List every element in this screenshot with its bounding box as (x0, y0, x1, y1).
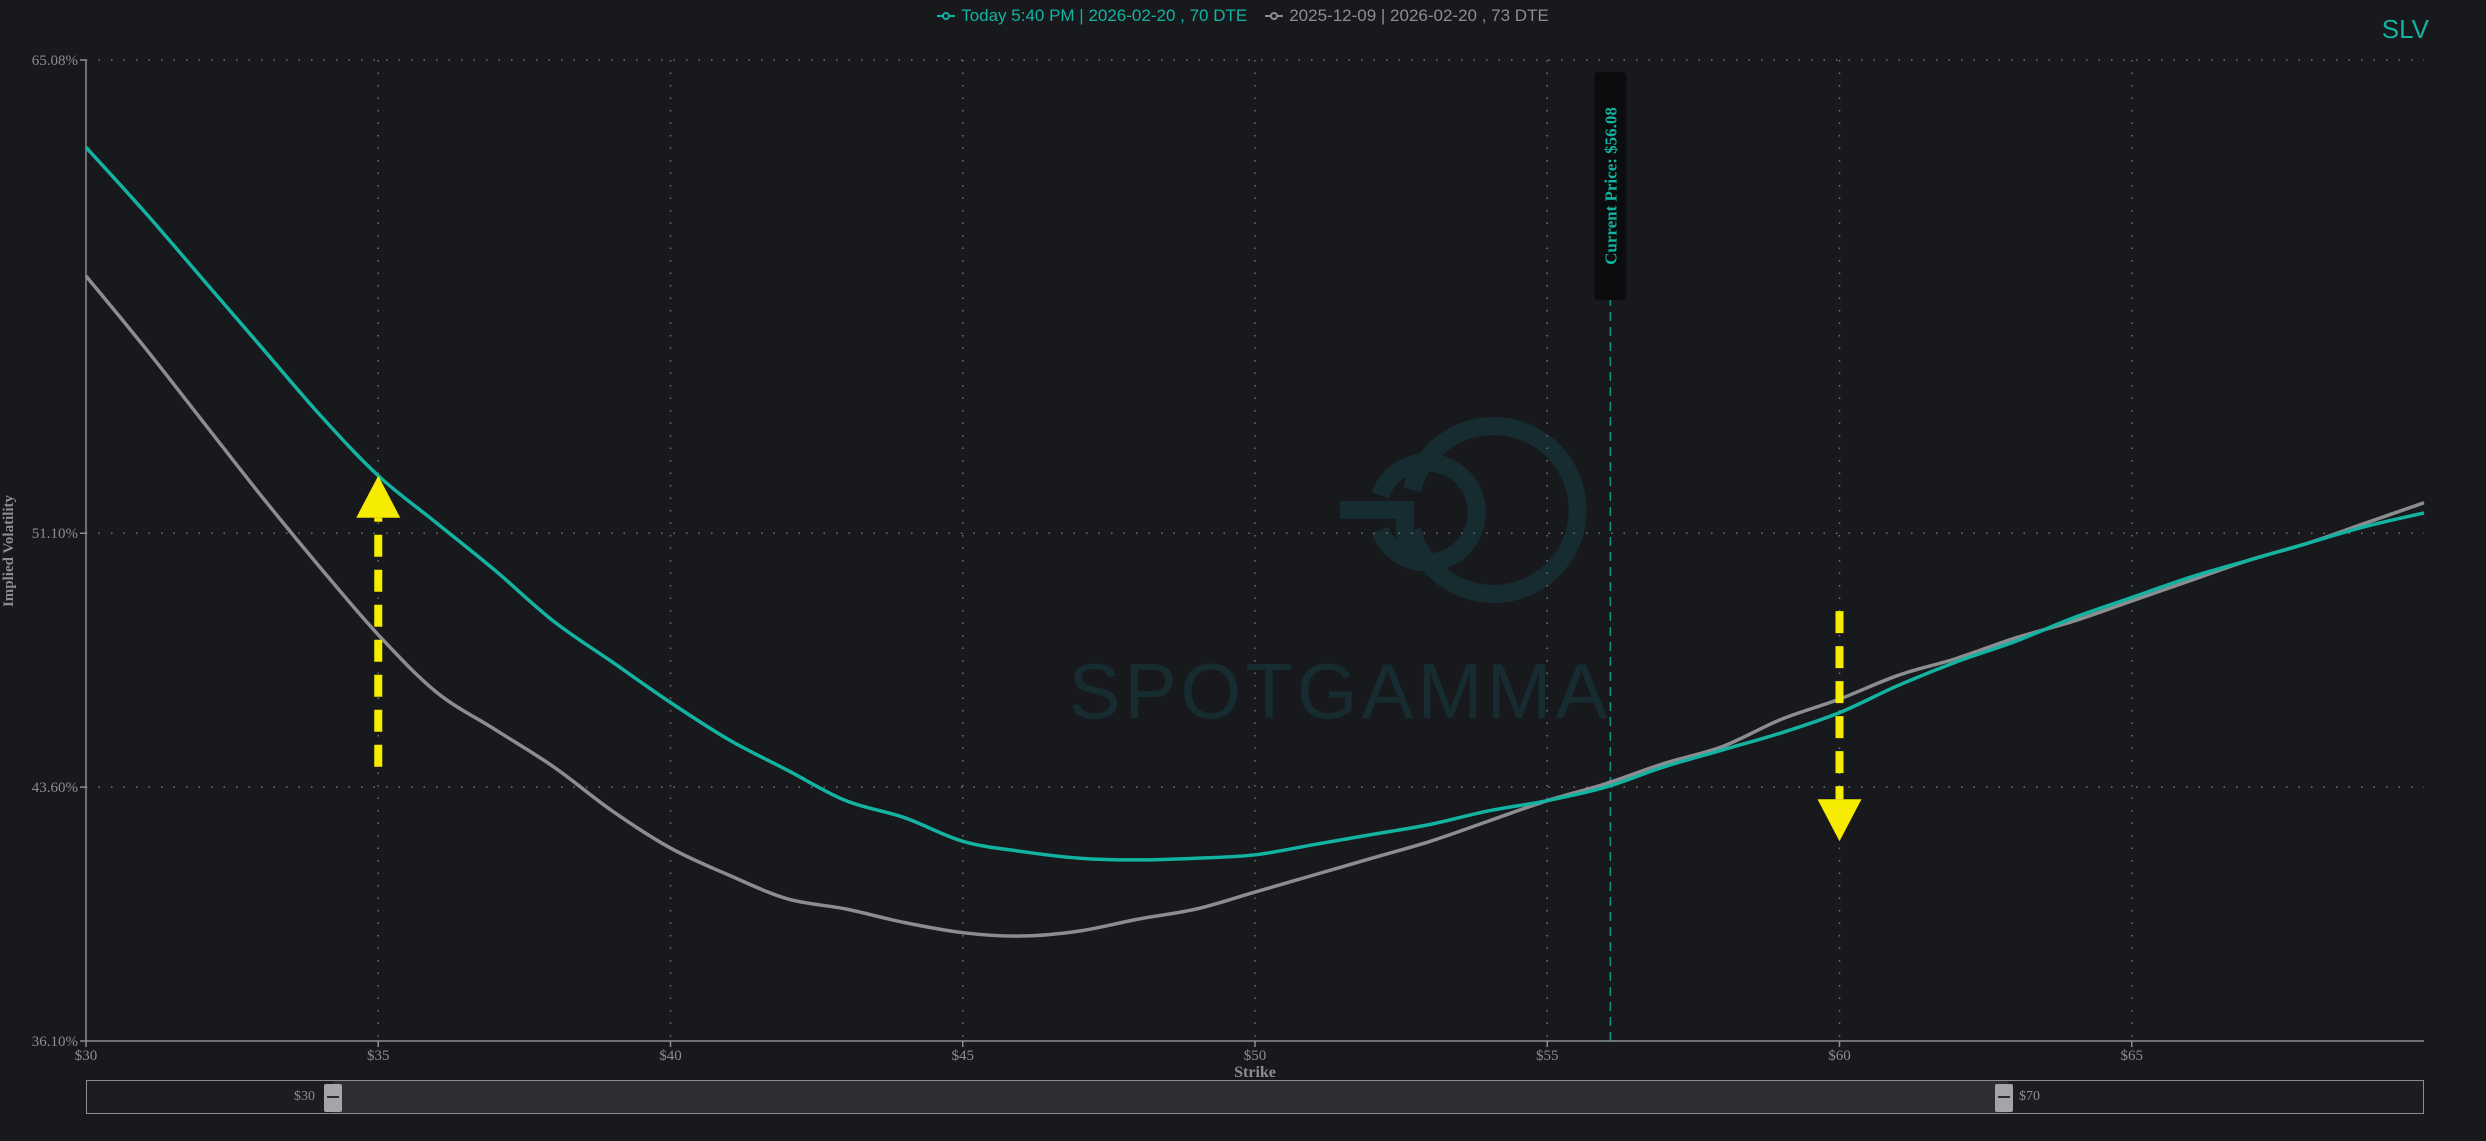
y-axis-label: Implied Volatility (1, 494, 17, 607)
x-tick-label: $40 (659, 1048, 682, 1064)
today-iv-line (84, 146, 2425, 862)
annotations (356, 475, 1862, 842)
down-arrow-icon (1817, 799, 1862, 842)
x-tick-label: $50 (1244, 1048, 1267, 1064)
x-tick-label: $35 (367, 1048, 390, 1064)
x-tick-label: $55 (1536, 1048, 1559, 1064)
axes: $30 $35 $40 $45 $50 $55 $60 $65 36.10% 43.60% 51.1… (32, 53, 2424, 1064)
legend-label: 2025-12-09 | 2026-02-20 , 73 DTE (1289, 6, 1549, 25)
zoom-range-selection[interactable] (333, 1081, 2008, 1113)
previous-iv-line (84, 274, 2425, 938)
x-tick-label: $30 (75, 1048, 98, 1064)
zoom-right-handle[interactable] (1995, 1084, 2013, 1112)
series-lines (84, 146, 2425, 938)
legend: Today 5:40 PM | 2026-02-20 , 70 DTE 2025… (0, 6, 2486, 26)
x-tick-label: $60 (1828, 1048, 1851, 1064)
x-tick-label: $45 (952, 1048, 975, 1064)
legend-marker-icon (937, 10, 956, 22)
ticker-symbol: SLV (2381, 14, 2429, 44)
legend-item-today[interactable]: Today 5:40 PM | 2026-02-20 , 70 DTE (937, 6, 1247, 26)
current-price-label-bg (1594, 72, 1627, 300)
zoom-max-label: $70 (2019, 1089, 2040, 1104)
y-tick-label: 51.10% (32, 526, 78, 542)
x-axis-label: Strike (1234, 1064, 1276, 1081)
x-tick-label: $65 (2121, 1048, 2144, 1064)
y-tick-label: 65.08% (32, 53, 78, 69)
zoom-left-handle[interactable] (324, 1084, 342, 1112)
zoom-min-label: $30 (294, 1089, 315, 1104)
spotgamma-logo-icon (1340, 417, 1587, 603)
y-tick-label: 36.10% (32, 1034, 78, 1050)
y-tick-label: 43.60% (32, 780, 78, 796)
watermark-text: SPOTGAMMA (1068, 647, 1611, 735)
up-arrow-icon (356, 475, 401, 518)
current-price-label: Current Price: $56.08 (1601, 107, 1620, 265)
legend-marker-icon (1265, 10, 1284, 22)
grid (86, 59, 2424, 1041)
legend-label: Today 5:40 PM | 2026-02-20 , 70 DTE (961, 6, 1248, 25)
current-price-line: Current Price: $56.08 (1594, 72, 1627, 1041)
spotgamma-watermark: SPOTGAMMA (1068, 417, 1611, 735)
legend-item-previous[interactable]: 2025-12-09 | 2026-02-20 , 73 DTE (1265, 6, 1549, 26)
zoom-slider[interactable]: $30 $70 (86, 1080, 2424, 1114)
